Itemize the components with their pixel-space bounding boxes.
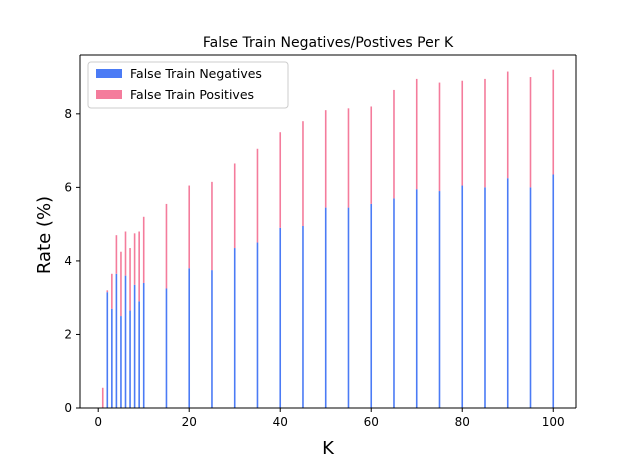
bar-positives-k10	[142, 216, 145, 283]
bar-negatives-k35	[256, 242, 259, 408]
x-tick-label: 100	[542, 415, 565, 429]
bar-negatives-k75	[438, 191, 441, 408]
bar-positives-k80	[461, 80, 464, 186]
bar-negatives-k7	[129, 310, 131, 408]
bar-positives-k2	[106, 290, 109, 293]
x-tick-label: 20	[182, 415, 197, 429]
bar-positives-k20	[188, 185, 191, 269]
bar-negatives-k4	[115, 273, 118, 408]
bar-positives-k25	[211, 181, 213, 271]
bar-positives-k70	[415, 78, 418, 190]
bar-positives-k85	[484, 78, 486, 188]
bar-negatives-k65	[393, 198, 395, 408]
bars	[101, 69, 555, 409]
bar-negatives-k5	[120, 316, 122, 408]
bar-positives-k35	[256, 148, 259, 243]
legend-label-positives: False Train Positives	[130, 87, 254, 102]
bar-negatives-k9	[138, 301, 140, 408]
x-axis-label: K	[322, 438, 335, 459]
x-tick-label: 0	[94, 415, 102, 429]
y-tick-label: 4	[64, 254, 72, 268]
bar-negatives-k3	[111, 308, 113, 408]
bar-negatives-k80	[461, 185, 464, 408]
bar-negatives-k60	[370, 203, 373, 408]
ticks: 0 20 40 60 80 100 0 2 4 6 8	[64, 107, 564, 429]
bar-negatives-k40	[279, 227, 282, 408]
y-tick-label: 0	[64, 401, 72, 415]
bar-positives-k5	[120, 251, 122, 317]
bar-positives-k7	[129, 248, 131, 311]
bar-negatives-k30	[233, 248, 236, 408]
bar-positives-k6	[124, 231, 127, 276]
bar-positives-k50	[324, 110, 327, 208]
axes	[79, 54, 577, 409]
bar-negatives-k20	[188, 268, 191, 408]
bar-negatives-k6	[124, 275, 127, 409]
bar-positives-k65	[393, 89, 395, 199]
bar-negatives-k10	[142, 282, 145, 408]
bar-positives-k45	[302, 121, 304, 226]
bar-positives-k8	[133, 233, 136, 285]
bar-negatives-k8	[133, 284, 136, 408]
bar-negatives-k15	[165, 288, 168, 408]
bar-negatives-k50	[324, 207, 327, 408]
chart-title: False Train Negatives/Postives Per K	[203, 35, 454, 51]
legend-swatch-positives	[96, 90, 122, 99]
bar-positives-k55	[347, 108, 350, 208]
bar-negatives-k100	[552, 174, 555, 408]
bar-negatives-k2	[106, 292, 109, 408]
y-tick-label: 8	[64, 107, 72, 121]
bar-positives-k100	[552, 69, 555, 175]
bar-positives-k75	[438, 82, 441, 192]
y-tick-label: 6	[64, 180, 72, 194]
bar-negatives-k90	[506, 178, 509, 408]
bar-positives-k3	[111, 273, 113, 309]
bar-positives-k60	[370, 106, 373, 204]
legend-box	[87, 61, 289, 109]
bar-positives-k30	[233, 163, 236, 249]
legend-swatch-negatives	[96, 69, 122, 78]
bar-positives-k9	[138, 231, 140, 302]
y-tick-label: 2	[64, 327, 72, 341]
legend-label-negatives: False Train Negatives	[130, 66, 262, 81]
bar-negatives-k25	[211, 270, 213, 408]
x-tick-label: 60	[364, 415, 379, 429]
bar-positives-k40	[279, 132, 282, 228]
bar-positives-k15	[165, 203, 168, 289]
bar-negatives-k70	[415, 189, 418, 408]
bar-negatives-k85	[484, 187, 486, 409]
legend: False Train Negatives False Train Positiv…	[87, 61, 289, 109]
x-tick-label: 80	[455, 415, 470, 429]
y-axis-label: Rate (%)	[34, 196, 55, 274]
bar-positives-k90	[506, 71, 509, 179]
bar-negatives-k55	[347, 207, 350, 408]
bar-positives-k1	[101, 387, 104, 408]
bar-negatives-k95	[529, 187, 532, 409]
bar-positives-k4	[115, 235, 118, 274]
x-tick-label: 40	[273, 415, 288, 429]
bar-negatives-k45	[302, 225, 304, 408]
bar-positives-k95	[529, 77, 532, 188]
